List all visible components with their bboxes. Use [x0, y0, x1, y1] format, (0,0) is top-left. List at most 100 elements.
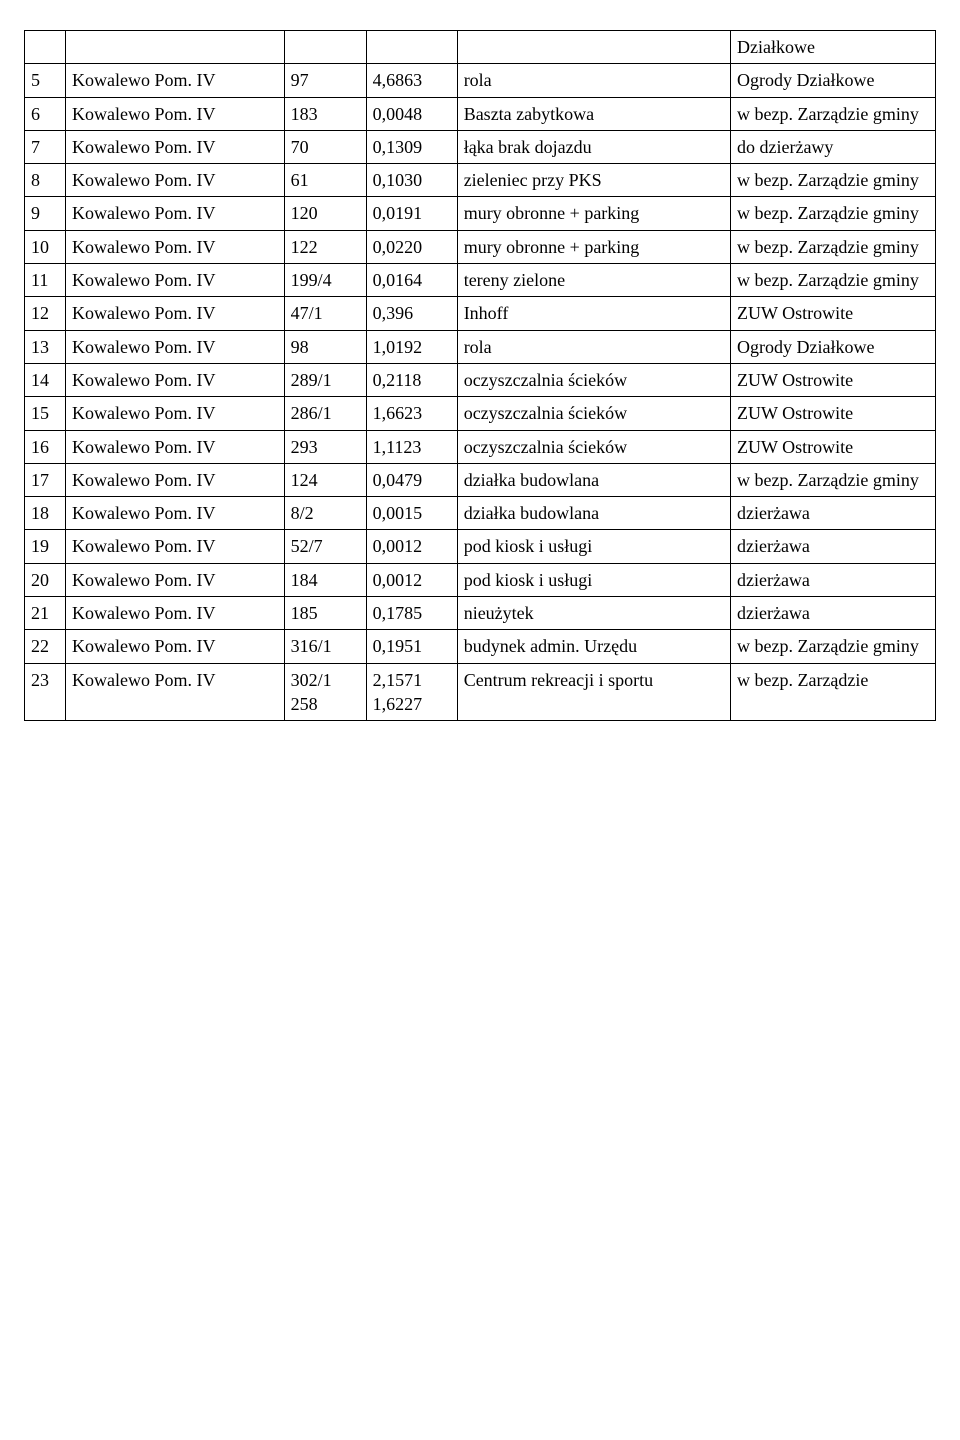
table-cell: 98: [284, 330, 366, 363]
table-cell: budynek admin. Urzędu: [457, 630, 730, 663]
table-cell: 19: [25, 530, 66, 563]
table-cell: Kowalewo Pom. IV: [65, 430, 284, 463]
table-cell: 0,1030: [366, 164, 457, 197]
table-cell: Kowalewo Pom. IV: [65, 630, 284, 663]
table-cell: 0,1785: [366, 597, 457, 630]
table-cell: 289/1: [284, 363, 366, 396]
table-cell: Kowalewo Pom. IV: [65, 397, 284, 430]
table-cell: Kowalewo Pom. IV: [65, 264, 284, 297]
table-cell: oczyszczalnia ścieków: [457, 430, 730, 463]
table-row: 19Kowalewo Pom. IV52/70,0012pod kiosk i …: [25, 530, 936, 563]
table-cell: 4,6863: [366, 64, 457, 97]
table-cell: rola: [457, 64, 730, 97]
table-cell: mury obronne + parking: [457, 197, 730, 230]
table-row: 21Kowalewo Pom. IV1850,1785nieużytekdzie…: [25, 597, 936, 630]
table-cell: 2,15711,6227: [366, 663, 457, 721]
table-cell: oczyszczalnia ścieków: [457, 363, 730, 396]
table-cell: Kowalewo Pom. IV: [65, 64, 284, 97]
table-cell: 97: [284, 64, 366, 97]
table-cell: 52/7: [284, 530, 366, 563]
table-row: 14Kowalewo Pom. IV289/10,2118oczyszczaln…: [25, 363, 936, 396]
table-cell: w bezp. Zarządzie gminy: [730, 97, 935, 130]
table-cell: Centrum rekreacji i sportu: [457, 663, 730, 721]
table-cell: 0,0220: [366, 230, 457, 263]
table-cell: w bezp. Zarządzie gminy: [730, 197, 935, 230]
table-cell: nieużytek: [457, 597, 730, 630]
table-cell: 286/1: [284, 397, 366, 430]
table-cell: 21: [25, 597, 66, 630]
table-cell: Kowalewo Pom. IV: [65, 130, 284, 163]
table-cell: rola: [457, 330, 730, 363]
table-cell: Kowalewo Pom. IV: [65, 530, 284, 563]
table-cell: działka budowlana: [457, 497, 730, 530]
table-cell: dzierżawa: [730, 530, 935, 563]
table-cell: Ogrody Działkowe: [730, 64, 935, 97]
table-cell: zieleniec przy PKS: [457, 164, 730, 197]
table-cell: 0,2118: [366, 363, 457, 396]
table-body: Działkowe5Kowalewo Pom. IV974,6863rolaOg…: [25, 31, 936, 721]
table-cell: 12: [25, 297, 66, 330]
table-cell: 0,0012: [366, 563, 457, 596]
table-cell: 1,1123: [366, 430, 457, 463]
table-cell: Kowalewo Pom. IV: [65, 563, 284, 596]
table-row: 6Kowalewo Pom. IV1830,0048Baszta zabytko…: [25, 97, 936, 130]
table-cell: 8: [25, 164, 66, 197]
table-cell: w bezp. Zarządzie gminy: [730, 630, 935, 663]
table-cell: 47/1: [284, 297, 366, 330]
table-cell: Kowalewo Pom. IV: [65, 497, 284, 530]
table-cell: [284, 31, 366, 64]
table-cell: 14: [25, 363, 66, 396]
table-cell: Kowalewo Pom. IV: [65, 363, 284, 396]
table-cell: 17: [25, 463, 66, 496]
table-cell: 7: [25, 130, 66, 163]
table-cell: 15: [25, 397, 66, 430]
table-cell: Baszta zabytkowa: [457, 97, 730, 130]
table-cell: dzierżawa: [730, 563, 935, 596]
table-cell: Kowalewo Pom. IV: [65, 330, 284, 363]
table-cell: 0,396: [366, 297, 457, 330]
table-cell: w bezp. Zarządzie: [730, 663, 935, 721]
table-row: 20Kowalewo Pom. IV1840,0012pod kiosk i u…: [25, 563, 936, 596]
table-cell: 0,0012: [366, 530, 457, 563]
table-cell: 0,0048: [366, 97, 457, 130]
table-row: 10Kowalewo Pom. IV1220,0220mury obronne …: [25, 230, 936, 263]
table-cell: w bezp. Zarządzie gminy: [730, 264, 935, 297]
table-cell: pod kiosk i usługi: [457, 563, 730, 596]
table-cell: 184: [284, 563, 366, 596]
table-cell: pod kiosk i usługi: [457, 530, 730, 563]
table-cell: Kowalewo Pom. IV: [65, 663, 284, 721]
table-cell: ZUW Ostrowite: [730, 297, 935, 330]
table-cell: Kowalewo Pom. IV: [65, 297, 284, 330]
table-row: 23Kowalewo Pom. IV302/12582,15711,6227Ce…: [25, 663, 936, 721]
table-row: 13Kowalewo Pom. IV981,0192rolaOgrody Dzi…: [25, 330, 936, 363]
table-row: 18Kowalewo Pom. IV8/20,0015działka budow…: [25, 497, 936, 530]
table-row: 16Kowalewo Pom. IV2931,1123oczyszczalnia…: [25, 430, 936, 463]
table-cell: 0,0191: [366, 197, 457, 230]
table-cell: Kowalewo Pom. IV: [65, 597, 284, 630]
table-cell: w bezp. Zarządzie gminy: [730, 463, 935, 496]
table-row: 5Kowalewo Pom. IV974,6863rolaOgrody Dzia…: [25, 64, 936, 97]
table-cell: 16: [25, 430, 66, 463]
table-cell: 70: [284, 130, 366, 163]
table-cell: 5: [25, 64, 66, 97]
table-cell: dzierżawa: [730, 497, 935, 530]
table-cell: Kowalewo Pom. IV: [65, 197, 284, 230]
table-cell: 0,1309: [366, 130, 457, 163]
table-cell: 10: [25, 230, 66, 263]
table-cell: [366, 31, 457, 64]
table-cell: 120: [284, 197, 366, 230]
table-cell: 302/1258: [284, 663, 366, 721]
table-cell: 293: [284, 430, 366, 463]
table-cell: działka budowlana: [457, 463, 730, 496]
table-cell: 199/4: [284, 264, 366, 297]
table-cell: Ogrody Działkowe: [730, 330, 935, 363]
table-row: 7Kowalewo Pom. IV700,1309łąka brak dojaz…: [25, 130, 936, 163]
table-cell: oczyszczalnia ścieków: [457, 397, 730, 430]
table-row: 12Kowalewo Pom. IV47/10,396InhoffZUW Ost…: [25, 297, 936, 330]
table-cell: Kowalewo Pom. IV: [65, 230, 284, 263]
table-row: 17Kowalewo Pom. IV1240,0479działka budow…: [25, 463, 936, 496]
table-cell: dzierżawa: [730, 597, 935, 630]
table-row: 9Kowalewo Pom. IV1200,0191mury obronne +…: [25, 197, 936, 230]
table-cell: Kowalewo Pom. IV: [65, 164, 284, 197]
table-cell: 18: [25, 497, 66, 530]
